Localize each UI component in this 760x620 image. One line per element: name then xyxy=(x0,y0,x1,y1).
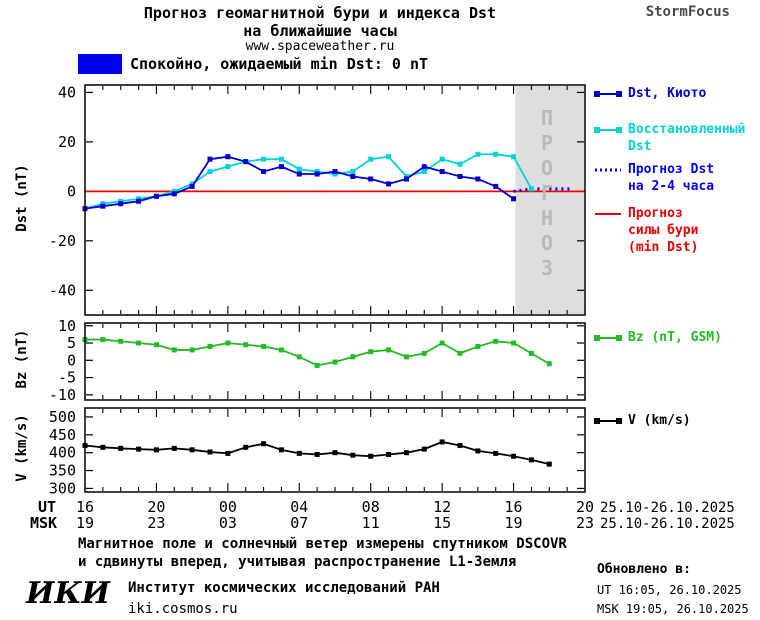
svg-text:-10: -10 xyxy=(49,386,76,404)
svg-text:19: 19 xyxy=(505,514,523,532)
svg-text:20: 20 xyxy=(147,498,165,516)
page-title: Прогноз геомагнитной бури и индекса Dst xyxy=(143,4,497,22)
svg-text:15: 15 xyxy=(433,514,451,532)
svg-text:00: 00 xyxy=(219,498,237,516)
svg-text:03: 03 xyxy=(219,514,237,532)
svg-text:5: 5 xyxy=(67,334,76,352)
svg-text:-5: -5 xyxy=(58,369,76,387)
legend-storm-level: Прогноз силы бури (min Dst) xyxy=(594,206,758,257)
updated-block: Обновлено в: UT 16:05, 26.10.2025 MSK 19… xyxy=(597,560,749,619)
legend-label: Восстановленный Dst xyxy=(628,122,746,154)
svg-text:0: 0 xyxy=(67,182,76,200)
legend-label: Dst, Киото xyxy=(628,86,707,101)
svg-text:MSK: MSK xyxy=(30,514,57,532)
updated-title: Обновлено в: xyxy=(597,562,691,577)
svg-text:16: 16 xyxy=(76,498,94,516)
svg-text:40: 40 xyxy=(58,83,76,101)
svg-text:10: 10 xyxy=(58,317,76,335)
page-subtitle: на ближайшие часы xyxy=(243,22,397,40)
legend-bz: Bz (nT, GSM) xyxy=(594,330,758,347)
institute-site-link[interactable]: iki.cosmos.ru xyxy=(128,601,238,617)
svg-text:-20: -20 xyxy=(49,232,76,250)
svg-text:12: 12 xyxy=(433,498,451,516)
svg-text:-40: -40 xyxy=(49,281,76,299)
legend-dst-forecast: Прогноз Dst на 2-4 часа xyxy=(594,162,758,196)
legend-line-marker-icon xyxy=(594,127,622,133)
svg-text:UT: UT xyxy=(38,498,56,516)
institute-name: Институт космических исследований РАН xyxy=(128,580,440,596)
svg-text:400: 400 xyxy=(49,444,76,462)
legend-label: Прогноз Dst на 2-4 часа xyxy=(628,162,715,194)
updated-msk: MSK 19:05, 26.10.2025 xyxy=(597,601,749,616)
svg-text:500: 500 xyxy=(49,408,76,426)
legend-label: V (km/s) xyxy=(628,413,691,428)
svg-text:08: 08 xyxy=(362,498,380,516)
svg-text:19: 19 xyxy=(76,514,94,532)
forecast-region-label: П Р О Г Н О З xyxy=(540,106,554,280)
footnote-line1: Магнитное поле и солнечный ветер измерен… xyxy=(78,536,567,552)
svg-text:11: 11 xyxy=(362,514,380,532)
svg-text:16: 16 xyxy=(505,498,523,516)
svg-text:23: 23 xyxy=(576,514,594,532)
legend-v: V (km/s) xyxy=(594,413,758,430)
legend-line-marker-icon xyxy=(594,418,622,424)
legend-label: Bz (nT, GSM) xyxy=(628,330,722,345)
svg-text:04: 04 xyxy=(290,498,308,516)
iki-logo: ИКИ xyxy=(26,576,110,611)
svg-text:07: 07 xyxy=(290,514,308,532)
quiet-level-swatch xyxy=(78,54,122,74)
legend-line-marker-icon xyxy=(594,91,622,97)
brand-label: StormFocus xyxy=(645,4,730,20)
svg-text:23: 23 xyxy=(147,514,165,532)
svg-text:25.10-26.10.2025: 25.10-26.10.2025 xyxy=(600,516,735,532)
footnote-line2: и сдвинуты вперед, учитывая распростране… xyxy=(78,554,517,570)
charts-canvas: -40-2002040-10-50510300350400450500UTMSK… xyxy=(30,83,735,532)
legend-solid-line-icon xyxy=(595,213,621,215)
svg-text:20: 20 xyxy=(58,133,76,151)
legend-dst-reconstructed: Восстановленный Dst xyxy=(594,122,758,156)
svg-text:350: 350 xyxy=(49,462,76,480)
updated-ut: UT 16:05, 26.10.2025 xyxy=(597,582,742,597)
svg-text:0: 0 xyxy=(67,351,76,369)
storm-status-row: Спокойно, ожидаемый min Dst: 0 nT xyxy=(78,54,428,74)
svg-text:450: 450 xyxy=(49,426,76,444)
site-url-link[interactable]: www.spaceweather.ru xyxy=(245,39,395,54)
v-axis-label: V (km/s) xyxy=(14,414,30,482)
legend-label: Прогноз силы бури (min Dst) xyxy=(628,206,699,255)
status-label: Спокойно, ожидаемый min Dst: 0 nT xyxy=(130,55,429,73)
svg-text:20: 20 xyxy=(576,498,594,516)
legend-dotted-line-icon xyxy=(595,168,621,172)
svg-text:25.10-26.10.2025: 25.10-26.10.2025 xyxy=(600,500,735,516)
svg-text:300: 300 xyxy=(49,479,76,497)
legend-dst-kyoto: Dst, Киото xyxy=(594,86,758,103)
legend-line-marker-icon xyxy=(594,335,622,341)
